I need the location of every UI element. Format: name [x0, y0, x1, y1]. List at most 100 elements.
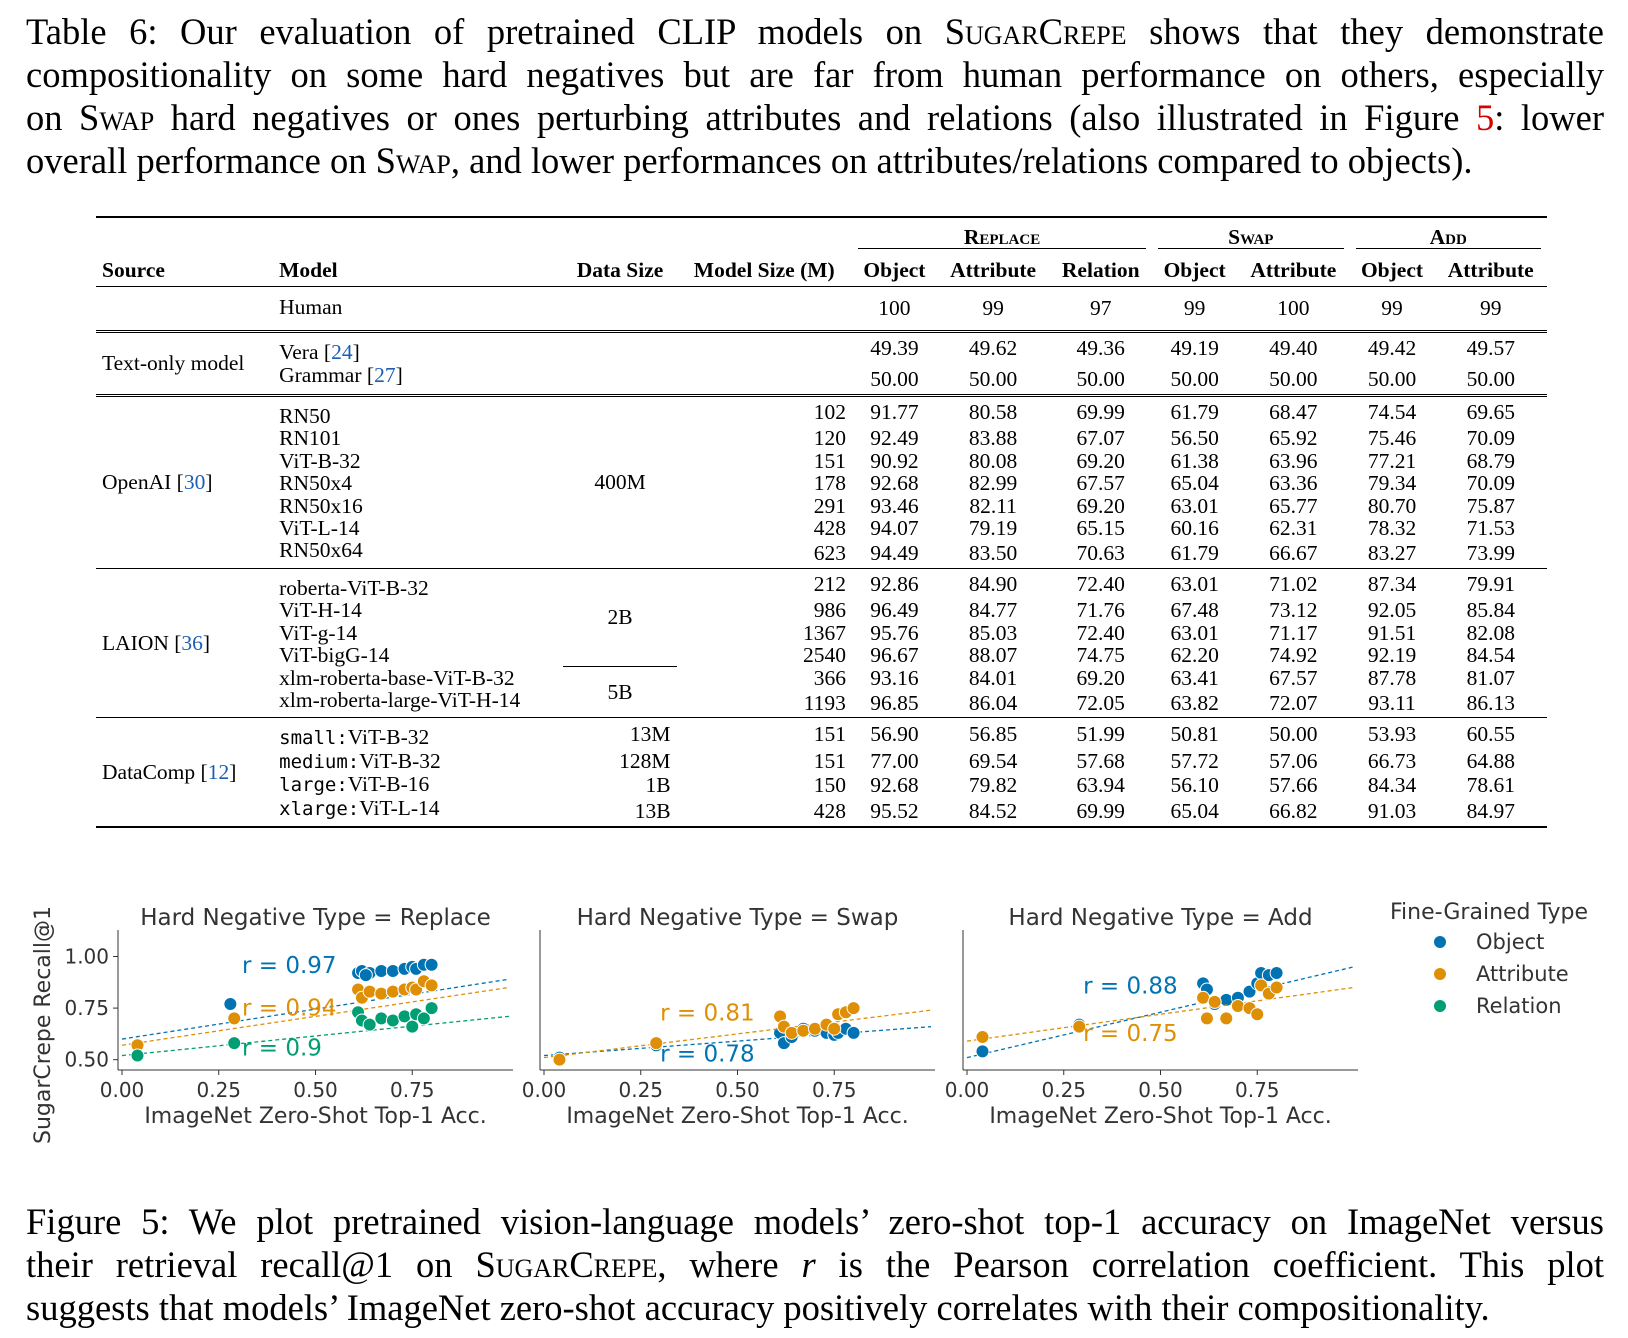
value-cell: 67.57: [1076, 471, 1125, 496]
value-cell: 63.94: [1076, 772, 1125, 797]
group-header-replace: Replace: [857, 226, 1147, 250]
value-cell: 62.31: [1269, 516, 1318, 541]
value-cell: 51.99: [1076, 721, 1125, 746]
value-cell: 84.54: [1466, 643, 1515, 668]
correlation-label: r = 0.94: [242, 995, 337, 1021]
data-point-attribute: [1269, 980, 1284, 995]
value-cell: 71.53: [1466, 516, 1515, 541]
data-size-cell: 13M: [629, 721, 671, 746]
model-cell: ViT-bigG-14: [279, 643, 390, 668]
y-tick-label: 1.00: [64, 945, 109, 969]
value-cell: 56.85: [968, 721, 1018, 746]
value-cell: 70.09: [1466, 471, 1515, 496]
x-tick-label: 0.50: [293, 1078, 338, 1102]
data-point-attribute: [1199, 1011, 1214, 1026]
table-row: xlm-roberta-large-ViT-H-14 1193 96.85 86.04…: [96, 689, 1547, 718]
model-cell: ViT-L-14: [279, 516, 360, 541]
model-prefix: xlarge:: [279, 797, 360, 820]
table-row: RN50x4 178 92.68 82.99 67.57 65.04 63.36 79.34 7…: [96, 471, 1547, 496]
value-cell: 63.01: [1170, 493, 1219, 518]
value-cell: 91.51: [1367, 620, 1417, 645]
value-cell: 94.07: [870, 516, 919, 541]
col-header-add-object: Object: [1360, 258, 1424, 283]
citation-link[interactable]: 30: [183, 470, 206, 495]
data-point-object: [385, 963, 400, 978]
data-point-attribute: [796, 1023, 811, 1038]
value-cell: 84.34: [1367, 772, 1417, 797]
y-tick-label: 0.50: [64, 1048, 109, 1072]
data-point-attribute: [1219, 1011, 1234, 1026]
value-cell: 88.07: [968, 643, 1018, 668]
value-cell: 49.19: [1170, 336, 1219, 361]
model-cell: Grammar [27]: [279, 362, 403, 387]
table-row: RN101 120 92.49 83.88 67.07 56.50 65.92 75.46 70…: [96, 426, 1547, 451]
value-cell: 65.77: [1269, 493, 1318, 518]
data-point-relation: [374, 1011, 389, 1026]
x-tick-label: 0.75: [1235, 1078, 1280, 1102]
correlation-label: r = 0.97: [242, 953, 337, 979]
value-cell: 84.01: [968, 665, 1018, 690]
data-point-attribute: [784, 1025, 799, 1040]
value-cell: 91.77: [870, 400, 919, 425]
model-size-cell: 150: [813, 772, 846, 797]
value-cell: 92.68: [870, 471, 919, 496]
model-cell: xlm-roberta-large-ViT-H-14: [279, 687, 521, 712]
x-tick-label: 0.50: [1138, 1078, 1183, 1102]
value-cell: 62.20: [1170, 643, 1219, 668]
value-cell: 70.09: [1466, 426, 1515, 451]
data-point-object: [374, 963, 389, 978]
value-cell: 67.48: [1170, 598, 1219, 623]
value-cell: 53.93: [1367, 721, 1417, 746]
fit-line-object: [543, 1026, 932, 1057]
value-cell: 63.82: [1170, 690, 1219, 715]
source-cell: DataComp [12]: [102, 759, 237, 784]
value-cell: 84.97: [1466, 799, 1515, 824]
citation-link[interactable]: 12: [207, 759, 230, 784]
value-cell: 73.12: [1269, 598, 1318, 623]
data-point-attribute: [1207, 994, 1222, 1009]
value-cell: 95.76: [870, 620, 919, 645]
citation-link[interactable]: 27: [374, 362, 396, 387]
correlation-label: r = 0.75: [1083, 1021, 1178, 1047]
model-size-cell: 151: [813, 448, 846, 473]
table-row: xlm-roberta-base-ViT-B-32 5B 366 93.16 84.01…: [96, 665, 1547, 718]
value-cell: 49.36: [1076, 336, 1125, 361]
value-cell: 96.85: [870, 690, 919, 715]
table-row: xlarge:ViT-L-14 13B 428 95.52 84.52 69.99 65.0…: [96, 796, 1547, 827]
figure-5-scatter-plots: Hard Negative Type = Replace 0.00 0.25 0.50…: [31, 900, 1588, 1144]
value-cell: 72.40: [1076, 620, 1125, 645]
figure-ref-link[interactable]: 5: [1475, 97, 1495, 138]
legend-label-object: Object: [1476, 930, 1544, 954]
legend-marker-attribute: [1433, 967, 1447, 981]
value-cell: 91.03: [1367, 799, 1417, 824]
data-point-object: [223, 996, 238, 1011]
col-header-model: Model: [279, 258, 338, 283]
legend-marker-object: [1433, 935, 1447, 949]
data-point-relation: [130, 1048, 145, 1063]
value-cell: 50.81: [1170, 721, 1219, 746]
legend-title: Fine-Grained Type: [1390, 900, 1588, 925]
model-size-cell: 178: [813, 471, 846, 496]
data-point-attribute: [649, 1036, 664, 1051]
table-row-human: Human 100 99 97 99 100 99 99: [96, 286, 1547, 331]
citation-link[interactable]: 24: [331, 340, 353, 365]
data-point-attribute: [385, 984, 400, 999]
value-cell: 80.58: [968, 400, 1018, 425]
data-point-object: [846, 1025, 861, 1040]
source-cell: [96, 286, 273, 331]
value-cell: 79.34: [1367, 471, 1417, 496]
model-size-cell: 151: [813, 721, 846, 746]
group-header-swap: Swap: [1158, 226, 1344, 250]
data-point-relation: [416, 1011, 431, 1026]
value-cell: 92.68: [870, 772, 919, 797]
table-row: RN50x16 291 93.46 82.11 69.20 63.01 65.77 80.70…: [96, 493, 1547, 518]
citation-link[interactable]: 36: [181, 630, 203, 655]
model-cell: ViT-g-14: [279, 620, 358, 645]
value-cell: 80.70: [1367, 493, 1417, 518]
panel-title: Hard Negative Type = Swap: [577, 905, 899, 931]
value-cell: 65.15: [1076, 516, 1125, 541]
value-cell: 66.82: [1269, 799, 1318, 824]
legend-marker-relation: [1433, 999, 1447, 1013]
correlation-label: r = 0.88: [1083, 974, 1178, 1000]
value-cell: 85.84: [1466, 598, 1515, 623]
